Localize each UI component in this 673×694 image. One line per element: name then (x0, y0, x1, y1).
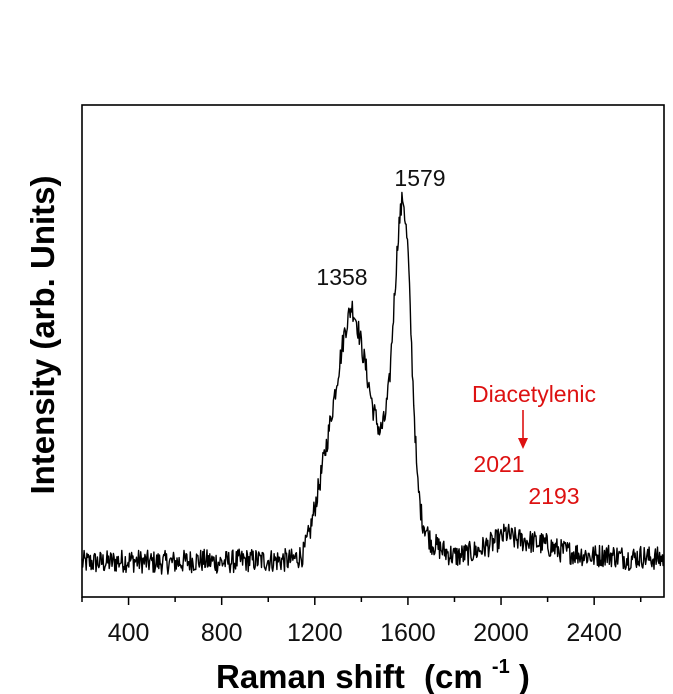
x-tick-label: 400 (108, 619, 150, 647)
x-tick-label: 2400 (566, 619, 622, 647)
annotation-diacetylenic: Diacetylenic (472, 381, 596, 407)
annotation-2021: 2021 (473, 451, 524, 477)
x-axis-title-unit: (cm (424, 658, 483, 694)
y-axis-title: Intensity (arb. Units) (24, 175, 61, 494)
x-tick-label: 2000 (473, 619, 529, 647)
x-axis-title-main: Raman shift (216, 658, 405, 694)
x-axis-title-exp: -1 (492, 656, 510, 678)
peak-label-1579: 1579 (394, 165, 445, 191)
x-axis-title: Raman shift (cm -1 ) (216, 643, 530, 694)
x-tick-label: 1600 (380, 619, 436, 647)
series-line-spectrum (81, 191, 665, 575)
x-tick-label: 800 (201, 619, 243, 647)
x-axis-title-close: ) (519, 658, 530, 694)
annotation-arrow-head (518, 438, 528, 449)
annotation-2193: 2193 (528, 483, 579, 509)
plot-frame (81, 104, 665, 598)
peak-label-1358: 1358 (316, 264, 367, 290)
x-axis-ticks: 400 800 1200 1600 2000 2400 (81, 597, 642, 647)
x-tick-label: 1200 (287, 619, 343, 647)
